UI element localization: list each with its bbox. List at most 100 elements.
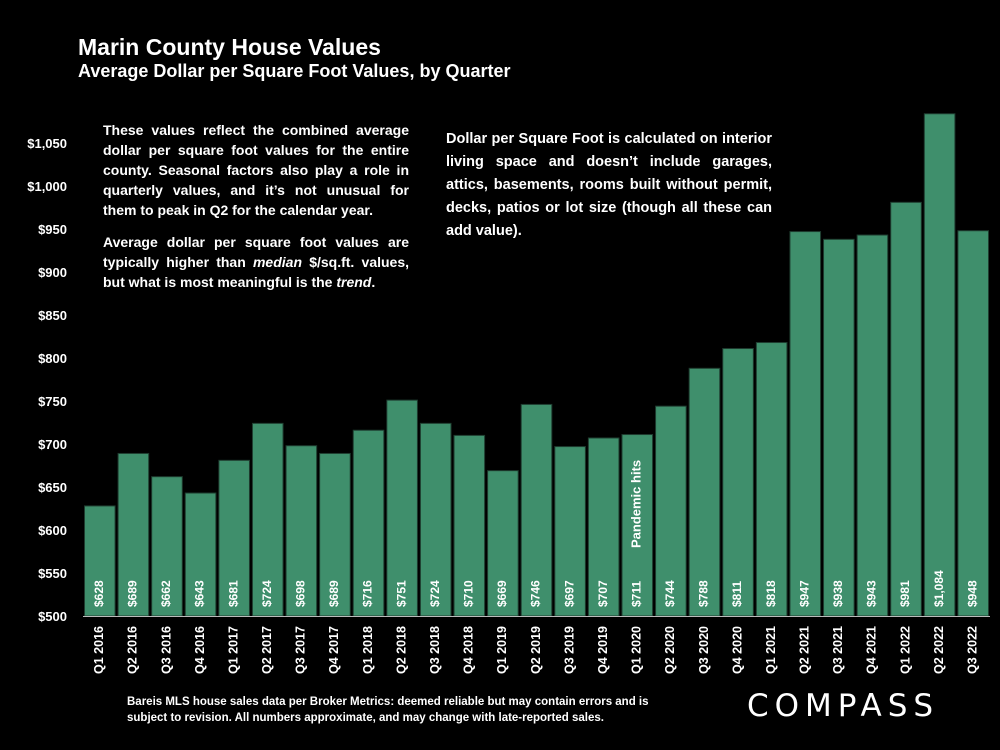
x-tick-label: Q3 2018: [428, 626, 442, 674]
bar-value-label: $628: [92, 580, 106, 607]
y-tick-label: $950: [38, 222, 67, 237]
bar-q1-2020: [621, 434, 654, 617]
note-trend-text-1: Average dollar per square foot values ar…: [103, 234, 409, 270]
note-seasonal-factors: These values reflect the combined averag…: [103, 120, 409, 304]
bar-value-label: $669: [495, 580, 509, 607]
source-footnote: Bareis MLS house sales data per Broker M…: [127, 696, 649, 724]
bar-q3-2022: [957, 230, 990, 617]
bar-value-label: $724: [260, 580, 274, 607]
bar-q4-2018: [453, 434, 486, 617]
bar-q4-2019: [587, 437, 620, 617]
bar-value-label: $811: [730, 581, 744, 607]
x-tick-label: Q1 2017: [226, 626, 240, 674]
bar-q2-2018: [386, 399, 418, 617]
bar-q1-2016: [84, 505, 116, 617]
bar-q1-2019: [487, 470, 519, 617]
bar-value-label: $711: [629, 581, 643, 607]
x-tick-label: Q4 2017: [327, 626, 341, 674]
y-tick-label: $750: [38, 394, 67, 409]
bar-q4-2017: [319, 452, 351, 617]
bar-q3-2019: [554, 446, 586, 617]
bar-value-label: $947: [797, 580, 811, 607]
x-tick-label: Q1 2020: [630, 626, 644, 674]
bar-value-label: $744: [663, 580, 677, 607]
chart-subtitle: Average Dollar per Square Foot Values, b…: [78, 61, 511, 81]
x-tick-label: Q2 2016: [126, 626, 140, 674]
chart-title: Marin County House Values: [78, 34, 381, 60]
bar-value-label: $746: [529, 580, 543, 607]
bar-value-label: $689: [126, 580, 140, 607]
x-tick-label: Q1 2016: [92, 626, 106, 674]
x-tick-label: Q4 2018: [462, 626, 476, 674]
bar-q2-2021: [789, 231, 822, 617]
x-tick-label: Q3 2019: [562, 626, 576, 674]
note-trend-em-trend: trend: [336, 274, 372, 290]
bar-value-label: $948: [965, 580, 979, 607]
bar-value-label: $981: [898, 580, 912, 607]
note-seasonal-paragraph: These values reflect the combined averag…: [103, 122, 409, 218]
y-tick-label: $500: [38, 609, 67, 624]
x-tick-label: Q2 2021: [798, 626, 812, 674]
bar-value-label: $724: [428, 580, 442, 607]
bar-value-label: $689: [327, 580, 341, 607]
x-tick-label: Q1 2018: [361, 626, 375, 674]
x-tick-label: Q4 2020: [730, 626, 744, 674]
bar-q3-2021: [823, 238, 855, 617]
y-tick-label: $900: [38, 265, 67, 280]
bar-value-label: $938: [831, 580, 845, 607]
note-trend-em-median: median: [252, 254, 302, 270]
x-tick-label: Q1 2021: [764, 626, 778, 674]
pandemic-annotation: Pandemic hits: [629, 460, 644, 548]
y-tick-label: $700: [38, 437, 67, 452]
x-tick-label: Q3 2021: [831, 626, 845, 674]
note-trend-text-3: .: [371, 274, 376, 290]
bar-value-label: $697: [562, 580, 576, 607]
y-tick-label: $850: [38, 308, 67, 323]
bar-q1-2022: [890, 201, 922, 617]
x-tick-label: Q3 2016: [159, 626, 173, 674]
bar-q2-2020: [655, 405, 687, 617]
y-tick-label: $800: [38, 351, 67, 366]
x-tick-label: Q3 2022: [966, 626, 980, 674]
note-dollar-per-sqft-definition: Dollar per Square Foot is calculated on …: [446, 131, 772, 239]
y-tick-label: $550: [38, 566, 67, 581]
x-tick-label: Q4 2019: [596, 626, 610, 674]
bar-value-label: $643: [193, 580, 207, 607]
bar-q1-2021: [755, 342, 788, 617]
bar-value-label: $710: [461, 580, 475, 607]
x-tick-label: Q3 2020: [697, 626, 711, 674]
x-tick-label: Q3 2017: [294, 626, 308, 674]
bar-value-label: $1,084: [932, 570, 946, 607]
bar-q3-2017: [285, 445, 318, 617]
y-tick-label: $1,050: [27, 136, 67, 151]
compass-logo: COMPASS: [747, 688, 940, 724]
x-tick-label: Q2 2022: [932, 626, 946, 674]
y-tick-label: $650: [38, 480, 67, 495]
x-tick-label: Q2 2018: [394, 626, 408, 674]
bar-q2-2019: [520, 403, 553, 617]
bar-q4-2020: [722, 348, 754, 617]
x-tick-label: Q2 2019: [529, 626, 543, 674]
bar-value-label: $707: [596, 580, 610, 607]
x-tick-label: Q4 2016: [193, 626, 207, 674]
bar-q1-2018: [352, 429, 385, 617]
bar-value-label: $681: [226, 580, 240, 607]
bar-value-label: $818: [764, 580, 778, 607]
bar-value-label: $751: [394, 580, 408, 607]
bar-value-label: $662: [159, 580, 173, 607]
bar-q2-2022: [923, 113, 956, 617]
y-tick-label: $600: [38, 523, 67, 538]
bar-value-label: $698: [294, 580, 308, 607]
bar-value-label: $716: [361, 580, 375, 607]
y-tick-label: $1,000: [27, 179, 67, 194]
bar-q4-2021: [856, 234, 889, 617]
x-tick-label: Q2 2017: [260, 626, 274, 674]
bar-value-label: $943: [865, 580, 879, 607]
bar-q2-2016: [117, 452, 150, 617]
x-tick-label: Q1 2019: [495, 626, 509, 674]
x-tick-label: Q1 2022: [898, 626, 912, 674]
x-tick-label: Q2 2020: [663, 626, 677, 674]
x-tick-label: Q4 2021: [865, 626, 879, 674]
note-trend-paragraph: Average dollar per square foot values ar…: [103, 232, 409, 292]
